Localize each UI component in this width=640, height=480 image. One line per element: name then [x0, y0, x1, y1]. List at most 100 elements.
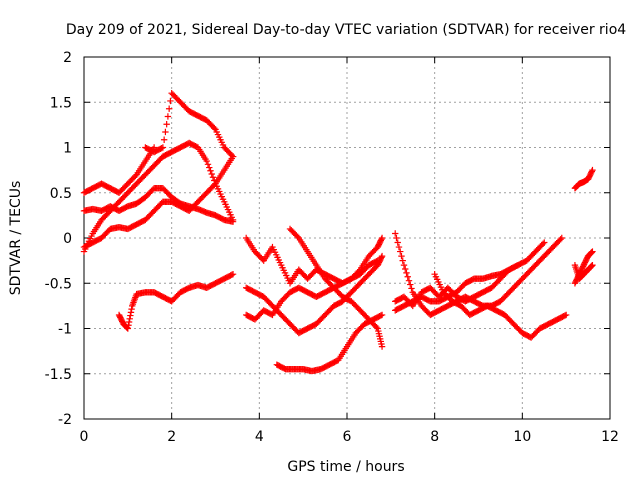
data-point — [228, 152, 235, 159]
series-3 — [80, 153, 237, 251]
series-11 — [286, 225, 386, 350]
data-point — [400, 261, 408, 269]
data-point — [374, 257, 381, 264]
x-axis-label: GPS time / hours — [287, 459, 404, 475]
x-tick-label: 4 — [255, 429, 264, 445]
series-18 — [571, 261, 596, 282]
data-point — [399, 257, 406, 264]
series-12 — [392, 239, 548, 314]
data-point — [373, 324, 380, 331]
series-6 — [115, 271, 237, 332]
data-point — [229, 218, 237, 225]
x-tick-label: 12 — [601, 429, 619, 445]
data-point — [513, 262, 520, 269]
data-point — [588, 249, 596, 256]
data-point — [229, 271, 237, 278]
series-17 — [571, 248, 596, 287]
series-8 — [242, 252, 386, 337]
y-tick-label: -1 — [58, 322, 72, 338]
x-tick-label: 10 — [513, 429, 531, 445]
data-point — [229, 153, 237, 160]
data-point — [206, 164, 213, 171]
data-point — [408, 285, 415, 292]
data-point — [163, 121, 170, 128]
data-point — [541, 239, 548, 246]
data-point — [208, 170, 215, 178]
data-point — [207, 167, 214, 174]
data-point — [164, 113, 172, 120]
x-tick-label: 8 — [430, 429, 439, 445]
data-point — [378, 236, 385, 243]
series-1 — [80, 139, 237, 255]
y-tick-label: -0.5 — [45, 276, 72, 292]
data-point — [398, 252, 405, 260]
data-point — [125, 318, 133, 326]
data-point — [588, 262, 596, 269]
y-tick-label: 1 — [63, 141, 72, 157]
series-5 — [142, 90, 237, 160]
x-tick-label: 6 — [343, 429, 352, 445]
data-markers — [80, 90, 596, 375]
y-tick-label: -1.5 — [45, 367, 72, 383]
data-point — [211, 181, 218, 189]
data-point — [407, 281, 414, 288]
data-point — [128, 305, 135, 313]
y-axis-label: SDTVAR / TECUs — [8, 181, 24, 296]
series-4 — [80, 144, 158, 196]
data-point — [589, 248, 596, 255]
data-point — [167, 97, 174, 105]
data-point — [397, 248, 404, 255]
data-point — [209, 174, 217, 181]
y-tick-label: 0 — [63, 231, 72, 247]
data-point — [378, 311, 386, 319]
axis-ticks: 0 2 4 6 8 10 12 -2 -1.5 -1 -0.5 0 0.5 1 1.5 2 — [45, 50, 619, 445]
data-point — [132, 172, 139, 180]
series-16 — [571, 166, 596, 192]
data-point — [159, 144, 167, 151]
data-point — [165, 105, 173, 112]
data-point — [377, 312, 385, 319]
data-point — [562, 311, 570, 319]
data-point — [403, 269, 410, 277]
data-point — [373, 258, 380, 265]
data-point — [539, 240, 547, 248]
x-tick-label: 2 — [167, 429, 176, 445]
data-point — [127, 312, 134, 319]
data-point — [158, 144, 165, 152]
x-tick-label: 0 — [80, 429, 89, 445]
data-point — [405, 277, 413, 284]
data-point — [392, 230, 399, 237]
grid-lines — [84, 57, 610, 419]
y-tick-label: -2 — [58, 412, 72, 428]
y-tick-label: 0.5 — [50, 186, 72, 202]
data-point — [160, 136, 168, 143]
data-point — [378, 343, 386, 350]
data-point — [378, 254, 385, 261]
data-point — [127, 309, 135, 316]
series-13 — [392, 230, 565, 319]
data-point — [395, 243, 403, 251]
data-point — [514, 261, 522, 269]
series-14 — [392, 261, 522, 310]
data-point — [561, 312, 569, 319]
data-point — [404, 273, 411, 280]
data-point — [394, 239, 401, 246]
series-9 — [242, 234, 381, 287]
data-point — [378, 252, 386, 260]
data-point — [393, 234, 400, 242]
y-tick-label: 1.5 — [50, 95, 72, 111]
data-point — [125, 322, 132, 329]
data-point — [203, 157, 210, 165]
data-point — [558, 234, 565, 242]
data-point — [588, 168, 596, 175]
data-point — [402, 265, 409, 273]
data-point — [294, 233, 301, 240]
chart-title: Day 209 of 2021, Sidereal Day-to-day VTE… — [66, 22, 626, 38]
data-point — [589, 166, 596, 174]
data-point — [589, 261, 596, 269]
data-point — [124, 325, 132, 332]
data-point — [204, 161, 212, 168]
data-point — [228, 271, 235, 279]
data-point — [162, 128, 169, 136]
